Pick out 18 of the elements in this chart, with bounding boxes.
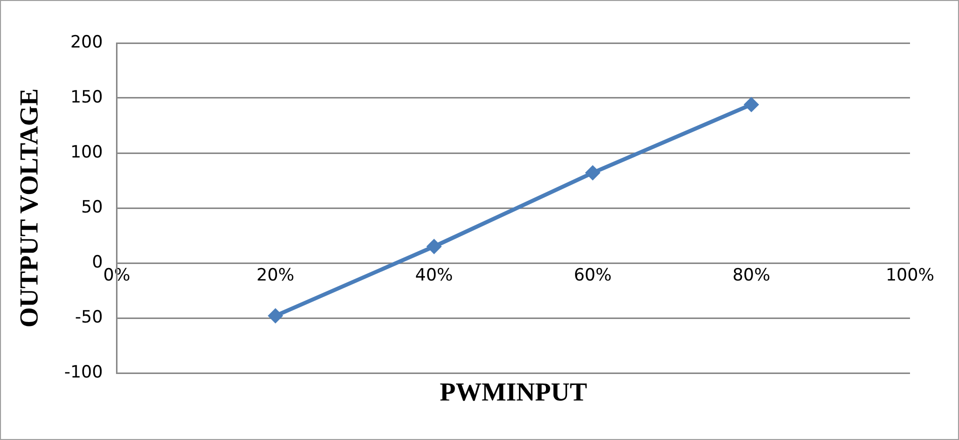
y-tick-label: -50 <box>75 307 103 328</box>
x-axis-title: PWMINPUT <box>440 378 588 407</box>
y-tick-label: 0 <box>92 252 103 272</box>
y-tick-label: 100 <box>70 142 103 162</box>
y-tick-label: 50 <box>81 197 103 218</box>
x-tick-label: 40% <box>415 266 453 286</box>
point <box>744 97 759 112</box>
x-tick-label: 20% <box>256 266 294 286</box>
y-tick-label: -100 <box>64 362 103 382</box>
point <box>426 239 442 254</box>
y-tick-label: 150 <box>70 87 103 108</box>
x-tick-label: 80% <box>732 266 770 286</box>
point <box>585 165 600 180</box>
y-tick-label: 200 <box>70 32 103 52</box>
y-axis-title: OUTPUT VOLTAGE <box>14 88 44 328</box>
x-tick-label: 60% <box>574 266 612 286</box>
point <box>268 308 283 324</box>
x-tick-label: 100% <box>886 266 934 286</box>
